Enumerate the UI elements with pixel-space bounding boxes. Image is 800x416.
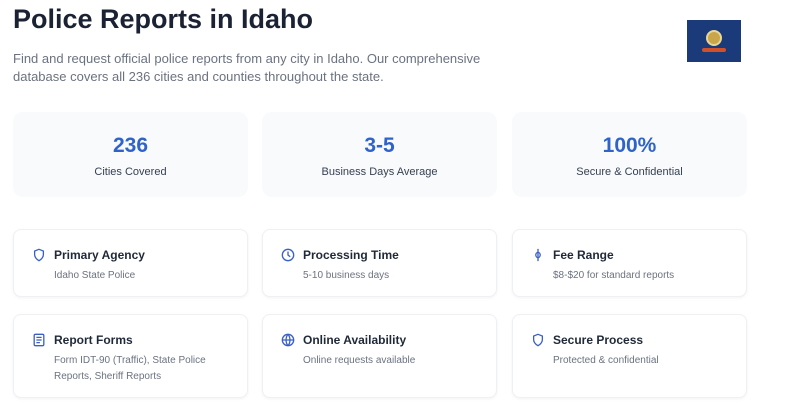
card-text: Idaho State Police bbox=[54, 270, 136, 281]
page-description: Find and request official police reports… bbox=[13, 51, 481, 84]
card-text: Form IDT-90 (Traffic), State Police Repo… bbox=[54, 355, 206, 382]
stat-cities: 236 Cities Covered bbox=[13, 112, 248, 197]
page-title: Police Reports in Idaho bbox=[13, 4, 314, 34]
stat-business-days: 3-5 Business Days Average bbox=[262, 112, 497, 197]
card-title: Online Availability bbox=[303, 333, 407, 347]
card-primary-agency: Primary Agency Idaho State Police bbox=[13, 229, 248, 297]
card-text: $8-$20 for standard reports bbox=[553, 270, 675, 281]
card-report-forms: Report Forms Form IDT-90 (Traffic), State… bbox=[13, 314, 248, 398]
card-fee-range: Fee Range $8-$20 for standard reports bbox=[512, 229, 747, 297]
card-text: 5-10 business days bbox=[303, 270, 390, 281]
stat-label: Business Days Average bbox=[321, 166, 438, 178]
card-text: Online requests available bbox=[303, 355, 416, 366]
shield-icon bbox=[33, 248, 45, 262]
globe-icon bbox=[281, 333, 295, 347]
stat-label: Secure & Confidential bbox=[576, 166, 683, 178]
clock-icon bbox=[281, 248, 295, 262]
card-title: Fee Range bbox=[553, 248, 614, 262]
stat-secure: 100% Secure & Confidential bbox=[512, 112, 747, 197]
card-text: Protected & confidential bbox=[553, 355, 659, 366]
stat-label: Cities Covered bbox=[94, 166, 167, 178]
stat-value: 236 bbox=[112, 134, 149, 157]
idaho-flag-icon bbox=[687, 20, 741, 62]
dollar-icon bbox=[535, 248, 541, 262]
card-title: Secure Process bbox=[553, 333, 644, 347]
card-title: Processing Time bbox=[303, 248, 399, 262]
card-secure-process: Secure Process Protected & confidential bbox=[512, 314, 747, 398]
document-icon bbox=[33, 333, 45, 347]
shield-icon bbox=[532, 333, 544, 347]
stat-value: 3-5 bbox=[364, 134, 395, 157]
card-title: Report Forms bbox=[54, 333, 133, 347]
card-processing-time: Processing Time 5-10 business days bbox=[262, 229, 497, 297]
card-online-availability: Online Availability Online requests avail… bbox=[262, 314, 497, 398]
stat-value: 100% bbox=[602, 134, 657, 157]
card-title: Primary Agency bbox=[54, 248, 145, 262]
